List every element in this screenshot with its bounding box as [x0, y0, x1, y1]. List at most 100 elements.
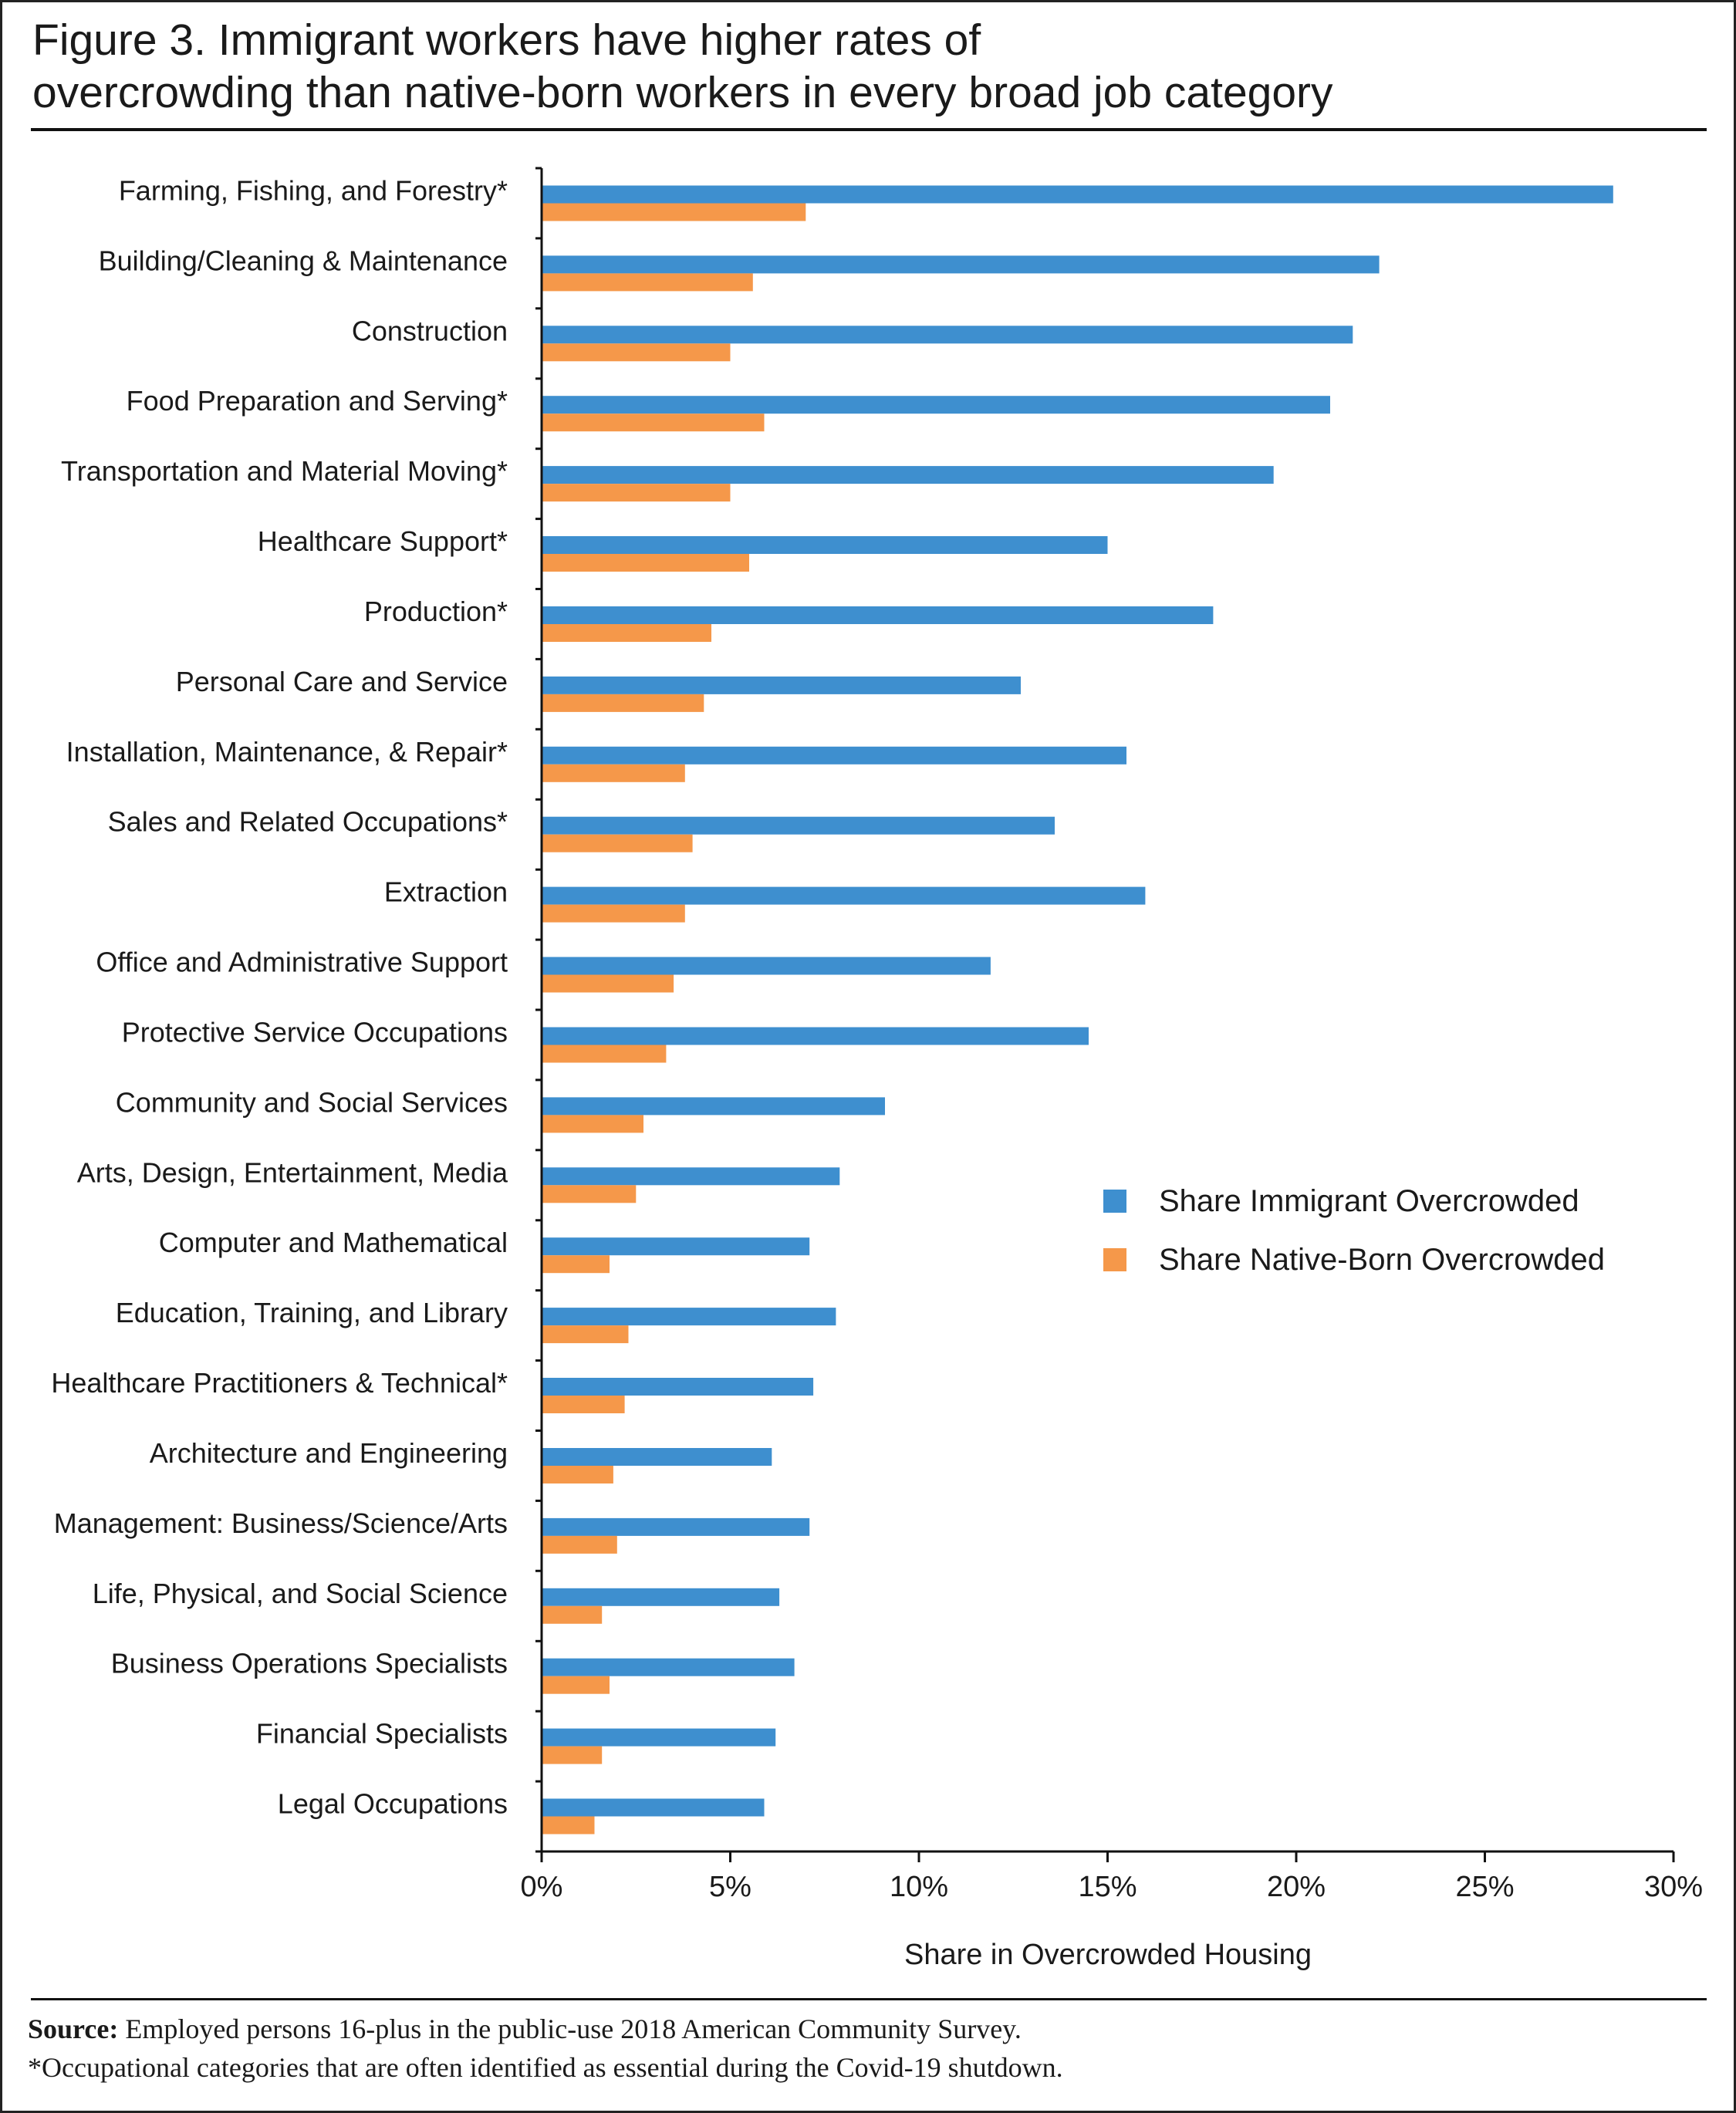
legend-label-0: Share Immigrant Overcrowded	[1159, 1184, 1579, 1218]
immigrant-bar-13	[542, 1097, 885, 1116]
native-bar-3	[542, 413, 765, 432]
legend-swatch-1	[1103, 1248, 1126, 1271]
native-bar-19	[542, 1535, 617, 1554]
x-axis-title: Share in Overcrowded Housing	[904, 1939, 1312, 1971]
immigrant-bar-2	[542, 326, 1353, 344]
category-label-16: Education, Training, and Library	[116, 1297, 508, 1328]
legend-label-1: Share Native-Born Overcrowded	[1159, 1243, 1605, 1277]
legend: Share Immigrant Overcrowded Share Native-…	[1103, 1184, 1605, 1277]
x-tick-label-0: 0%	[521, 1871, 563, 1903]
native-bar-4	[542, 484, 731, 502]
category-label-4: Transportation and Material Moving*	[61, 455, 508, 487]
immigrant-bar-7	[542, 676, 1021, 694]
immigrant-bar-10	[542, 886, 1146, 905]
footer-rule	[31, 1998, 1707, 2000]
figure-title: Figure 3. Immigrant workers have higher …	[32, 14, 1691, 119]
native-bar-9	[542, 834, 693, 852]
immigrant-bar-14	[542, 1167, 840, 1186]
native-bar-11	[542, 974, 674, 993]
category-label-23: Legal Occupations	[278, 1788, 508, 1820]
native-bar-21	[542, 1676, 610, 1694]
native-bar-8	[542, 764, 685, 782]
category-label-13: Community and Social Services	[116, 1086, 508, 1118]
category-label-20: Life, Physical, and Social Science	[93, 1578, 508, 1609]
category-label-9: Sales and Related Occupations*	[108, 806, 508, 838]
immigrant-bar-20	[542, 1588, 780, 1606]
native-bar-7	[542, 694, 704, 712]
category-label-3: Food Preparation and Serving*	[127, 385, 508, 417]
category-label-11: Office and Administrative Support	[96, 947, 508, 978]
category-label-22: Financial Specialists	[256, 1718, 508, 1750]
native-bar-2	[542, 343, 731, 362]
immigrant-bar-3	[542, 396, 1330, 414]
immigrant-bar-0	[542, 185, 1613, 204]
source-note: Source: Employed persons 16-plus in the …	[28, 2010, 1710, 2048]
immigrant-bar-16	[542, 1308, 836, 1326]
category-label-14: Arts, Design, Entertainment, Media	[77, 1156, 508, 1188]
category-label-15: Computer and Mathematical	[159, 1227, 508, 1258]
category-label-7: Personal Care and Service	[176, 666, 508, 697]
category-label-1: Building/Cleaning & Maintenance	[99, 245, 508, 276]
title-rule	[31, 128, 1707, 131]
title-line-2: overcrowding than native-born workers in…	[32, 68, 1333, 117]
x-tick-label-1: 5%	[709, 1871, 751, 1903]
source-label: Source:	[28, 2013, 119, 2044]
immigrant-bar-6	[542, 606, 1214, 624]
native-bar-1	[542, 273, 753, 292]
notes: Source: Employed persons 16-plus in the …	[28, 2010, 1710, 2087]
native-bar-14	[542, 1185, 637, 1203]
immigrant-bar-15	[542, 1237, 810, 1256]
x-tick-label-2: 10%	[890, 1871, 948, 1903]
immigrant-bar-17	[542, 1378, 814, 1396]
immigrant-bar-12	[542, 1027, 1089, 1045]
immigrant-bar-18	[542, 1448, 772, 1466]
immigrant-bar-22	[542, 1728, 776, 1747]
immigrant-bar-19	[542, 1517, 810, 1536]
bar-chart: Farming, Fishing, and Forestry* Building/…	[51, 167, 1703, 1971]
immigrant-bar-4	[542, 466, 1274, 484]
native-bar-12	[542, 1045, 667, 1063]
immigrant-bar-21	[542, 1658, 795, 1676]
immigrant-bar-1	[542, 255, 1380, 274]
category-label-10: Extraction	[384, 876, 508, 908]
immigrant-bar-8	[542, 746, 1126, 765]
immigrant-bar-5	[542, 536, 1108, 554]
native-bar-23	[542, 1816, 595, 1835]
category-label-0: Farming, Fishing, and Forestry*	[119, 175, 508, 207]
title-line-1: Figure 3. Immigrant workers have higher …	[32, 15, 981, 65]
x-axis: 0% 5% 10% 15% 20% 25% 30%	[521, 1850, 1703, 1903]
category-label-2: Construction	[352, 315, 508, 346]
bars-group	[542, 185, 1613, 1835]
category-label-12: Protective Service Occupations	[122, 1017, 508, 1048]
native-bar-0	[542, 203, 806, 221]
category-label-19: Management: Business/Science/Arts	[54, 1507, 508, 1539]
legend-swatch-0	[1103, 1190, 1126, 1213]
category-label-5: Healthcare Support*	[258, 525, 508, 557]
native-bar-5	[542, 554, 749, 572]
x-tick-label-5: 25%	[1455, 1871, 1514, 1903]
native-bar-15	[542, 1255, 610, 1274]
immigrant-bar-23	[542, 1798, 765, 1817]
native-bar-13	[542, 1115, 643, 1133]
x-tick-label-6: 30%	[1644, 1871, 1703, 1903]
native-bar-16	[542, 1325, 629, 1344]
y-axis	[535, 167, 543, 1853]
native-bar-17	[542, 1396, 625, 1413]
category-label-8: Installation, Maintenance, & Repair*	[66, 736, 508, 768]
x-tick-label-4: 20%	[1267, 1871, 1326, 1903]
source-text: Employed persons 16-plus in the public-u…	[125, 2013, 1022, 2044]
native-bar-10	[542, 904, 685, 923]
native-bar-22	[542, 1746, 603, 1764]
native-bar-18	[542, 1466, 613, 1483]
category-labels: Farming, Fishing, and Forestry* Building/…	[51, 175, 508, 1820]
immigrant-bar-11	[542, 957, 991, 975]
category-label-18: Architecture and Engineering	[150, 1437, 508, 1469]
x-tick-label-3: 15%	[1078, 1871, 1137, 1903]
footnote: *Occupational categories that are often …	[28, 2052, 1063, 2083]
immigrant-bar-9	[542, 816, 1055, 835]
category-label-21: Business Operations Specialists	[111, 1648, 508, 1679]
category-label-17: Healthcare Practitioners & Technical*	[51, 1367, 508, 1399]
native-bar-6	[542, 624, 711, 642]
category-label-6: Production*	[364, 596, 508, 627]
